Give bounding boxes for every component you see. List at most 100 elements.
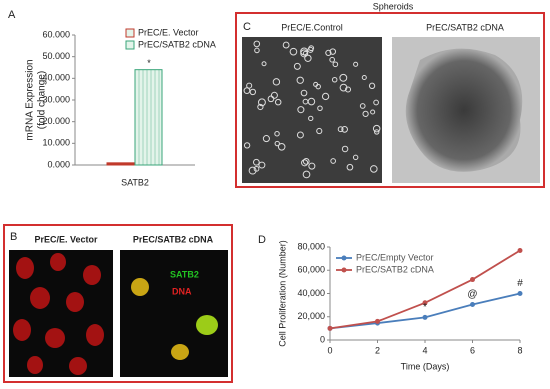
cell [301,159,309,167]
cell [330,158,337,164]
y-tick-label: 60,000 [297,265,325,275]
legend-label: PrEC/SATB2 cDNA [138,39,216,49]
point [422,300,428,306]
y-tick-label: 20,000 [297,311,325,321]
cell [370,109,376,115]
cell [258,98,266,107]
cell [337,126,344,133]
y-tick-label: 40.000 [42,73,70,83]
cell [329,48,337,55]
point [327,325,333,331]
annotation: @ [467,289,477,300]
y-tick-label: 0 [320,334,325,344]
legend-label: PrEC/Empty Vector [356,252,434,262]
y-tick-label: 40,000 [297,288,325,298]
cell [373,99,379,106]
y-tick-label: 30.000 [42,94,70,104]
cell [243,87,251,95]
micrograph [242,37,382,183]
cell [308,115,314,122]
annotation: # [517,278,523,289]
cell [272,78,281,86]
cell [296,131,304,139]
cell [296,76,304,84]
cell [317,105,323,112]
annotation: * [147,58,151,68]
cell [270,91,278,99]
cell [253,165,260,172]
cell [289,47,298,56]
cell [346,163,354,171]
cell [341,145,349,153]
nuclei [13,253,104,375]
point [422,314,428,320]
panel-letter: A [8,9,16,21]
cell [329,56,336,63]
x-axis-label: Time (Days) [401,361,450,371]
cell [344,86,352,93]
cell [370,165,378,173]
spheroid [405,48,523,172]
cell [331,76,338,83]
x-tick-label: 8 [517,345,522,355]
cell [332,61,339,68]
cell [321,92,330,101]
cell [307,46,314,53]
cell [339,83,348,92]
cell [325,49,332,57]
cell [282,41,290,49]
cell [254,47,260,54]
point [470,277,475,283]
y-axis-label: (fold change) [37,71,48,129]
spheroids-title: Spheroids [373,1,414,11]
cell [372,124,381,133]
cell [261,61,267,67]
cell [274,130,280,137]
bar [134,69,163,166]
y-tick-label: 10.000 [42,138,70,148]
panel-frame [235,12,545,188]
y-tick-label: 50.000 [42,51,70,61]
cell [248,166,257,175]
cell [362,110,369,118]
annotation: * [423,302,427,313]
legend-marker [341,267,347,273]
cell [313,81,319,87]
cell [302,157,310,165]
cell [249,88,257,96]
image-label: PrEC/E. Vector [34,234,98,244]
image-label: PrEC/SATB2 cDNA [426,22,504,32]
legend-dna: DNA [172,286,192,296]
cell [359,103,366,109]
legend-marker [341,255,347,261]
x-tick-label: 6 [470,345,475,355]
point [470,302,475,308]
cell [316,127,323,135]
cell [341,126,348,133]
y-tick-label: 60.000 [42,29,70,39]
cell [339,73,348,82]
legend-label: PrEC/SATB2 cDNA [356,264,434,274]
cell [353,61,359,67]
cell [300,47,309,56]
cell [308,162,316,170]
cell [304,54,312,62]
panel-letter: D [258,234,266,246]
cell [368,82,376,89]
y-tick-label: 20.000 [42,116,70,126]
y-axis-label: Cell Proliferation (Number) [277,240,287,347]
point [375,318,380,324]
image-label: PrEC/SATB2 cDNA [133,234,214,244]
cells [243,40,381,179]
cell [302,98,309,105]
cell [361,74,367,81]
x-tick-label: SATB2 [121,177,149,187]
point [517,247,523,253]
cell [274,98,282,106]
cell [274,140,280,147]
x-tick-label: 0 [327,345,332,355]
cell [302,170,311,179]
cell [258,161,266,169]
y-tick-label: 0.000 [47,159,70,169]
